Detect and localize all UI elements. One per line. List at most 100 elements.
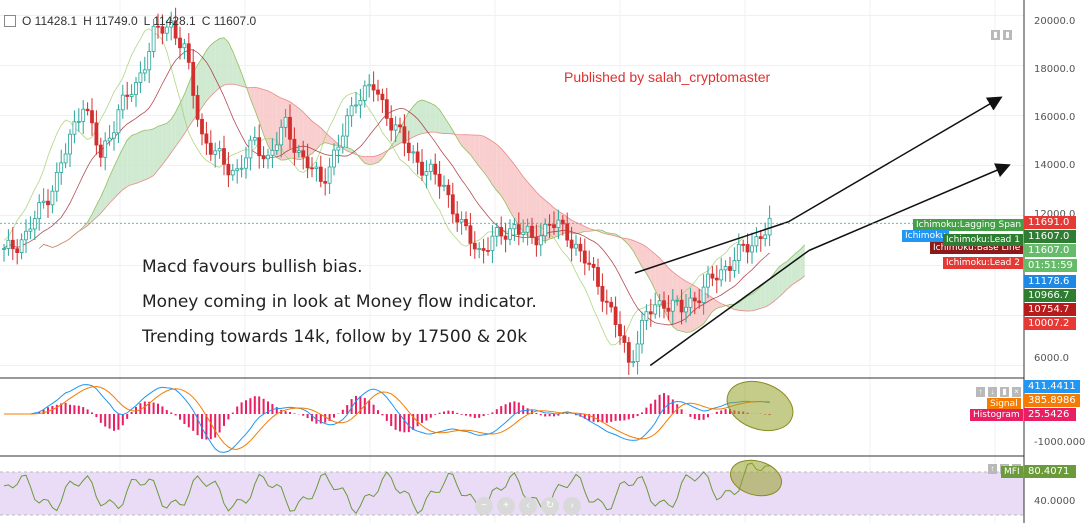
annotation-note: Money coming in look at Money flow indic… [142, 292, 537, 312]
cloud-segment [479, 135, 484, 172]
cloud-segment [439, 109, 444, 134]
histogram-bar [720, 410, 723, 414]
candle-body [679, 299, 684, 313]
candle-body [345, 115, 350, 137]
macd-pane [0, 377, 1024, 453]
scroll-right-icon[interactable]: › [563, 497, 581, 515]
cloud-segment [488, 138, 493, 185]
price-tag: 11607.0 [1024, 230, 1076, 243]
cloud-segment [712, 297, 717, 312]
candle-body [24, 230, 28, 241]
candle-body [446, 184, 451, 196]
cloud-segment [444, 116, 449, 134]
cloud-segment [734, 302, 739, 311]
price-tick: 6000.0 [1034, 353, 1069, 364]
histogram-bar [284, 411, 287, 414]
grid-icon[interactable] [4, 15, 16, 27]
histogram-bar [715, 411, 718, 414]
cloud-segment [752, 290, 757, 311]
histogram-bar [236, 406, 239, 414]
candle-body [719, 269, 724, 281]
histogram-bar [680, 409, 683, 414]
cloud-segment [131, 133, 136, 185]
cloud-segment [505, 153, 510, 212]
candle-body [173, 20, 178, 39]
candle-body [266, 154, 270, 160]
candle-body [94, 122, 99, 146]
candle-body [301, 150, 306, 158]
cloud-segment [655, 254, 660, 300]
cloud-segment [532, 186, 537, 239]
cloud-segment [549, 203, 554, 240]
candle-body [178, 37, 182, 49]
candle-body [560, 219, 565, 225]
candle-body [587, 262, 592, 265]
price-tick: 14000.0 [1034, 160, 1076, 171]
signal-label: Signal [987, 398, 1021, 410]
candle-body [15, 248, 20, 253]
cloud-segment [206, 44, 211, 102]
candle-body [662, 300, 666, 309]
candle-body [534, 237, 539, 246]
zoom-out-icon[interactable]: − [475, 497, 493, 515]
candle-body [499, 227, 504, 237]
cloud-segment [136, 131, 141, 184]
zoom-in-icon[interactable]: + [497, 497, 515, 515]
scroll-left-icon[interactable]: ‹ [519, 497, 537, 515]
candle-body [675, 299, 680, 302]
candle-body [380, 93, 385, 101]
candle-body [147, 51, 152, 71]
candle-body [10, 239, 15, 250]
histogram-bar [702, 414, 705, 420]
cloud-segment [109, 166, 114, 204]
histogram-bar [245, 400, 247, 414]
histogram-bar [64, 402, 67, 414]
candle-body [230, 169, 235, 176]
candle-body [376, 89, 380, 95]
candle-body [525, 225, 530, 233]
cloud-segment [769, 273, 774, 305]
candle-body [261, 155, 266, 160]
mfi-value-tag: 80.4071 [1024, 465, 1076, 478]
histogram-bar [658, 394, 661, 414]
price-tick: 12000.0 [1034, 209, 1076, 220]
pane-close-icon[interactable]: × [1012, 387, 1021, 397]
price-tick: 20000.0 [1034, 16, 1076, 27]
candle-body [613, 306, 618, 325]
cloud-segment [523, 176, 528, 236]
histogram-bar [601, 414, 604, 423]
candle-body [406, 142, 411, 154]
cloud-segment [285, 99, 290, 160]
candle-body [455, 213, 460, 223]
candle-body [723, 266, 728, 271]
pane-down-icon[interactable]: ↓ [988, 387, 997, 397]
candle-body [107, 137, 112, 142]
cloud-segment [408, 106, 414, 140]
histogram-bar [407, 414, 410, 433]
histogram-bar [447, 410, 450, 414]
candle-body [288, 116, 292, 140]
histogram-bar [82, 407, 85, 414]
candle-body [283, 116, 288, 128]
pane-up-icon[interactable]: ↑ [988, 464, 997, 474]
price-tag: 10007.2 [1024, 317, 1076, 330]
histogram-bar [196, 414, 199, 436]
histogram-bar [693, 414, 696, 420]
candle-body [19, 239, 24, 253]
cloud-segment [303, 111, 308, 159]
candle-body [565, 223, 570, 241]
pane-up-icon[interactable]: ↑ [976, 387, 985, 397]
pane-minimize-icon[interactable]: ▮ [1000, 387, 1009, 397]
pane-minimize-icon[interactable]: ▮ [991, 30, 1000, 40]
histogram-bar [174, 414, 177, 416]
pane-maximize-icon[interactable]: ▮ [1003, 30, 1012, 40]
candle-body [710, 273, 715, 279]
histogram-bar [412, 414, 415, 430]
candle-body [358, 100, 363, 106]
cloud-segment [228, 42, 233, 85]
histogram-bar [649, 403, 652, 414]
reset-icon[interactable]: ↻ [541, 497, 559, 515]
candle-body [120, 94, 125, 111]
cloud-segment [175, 103, 180, 147]
